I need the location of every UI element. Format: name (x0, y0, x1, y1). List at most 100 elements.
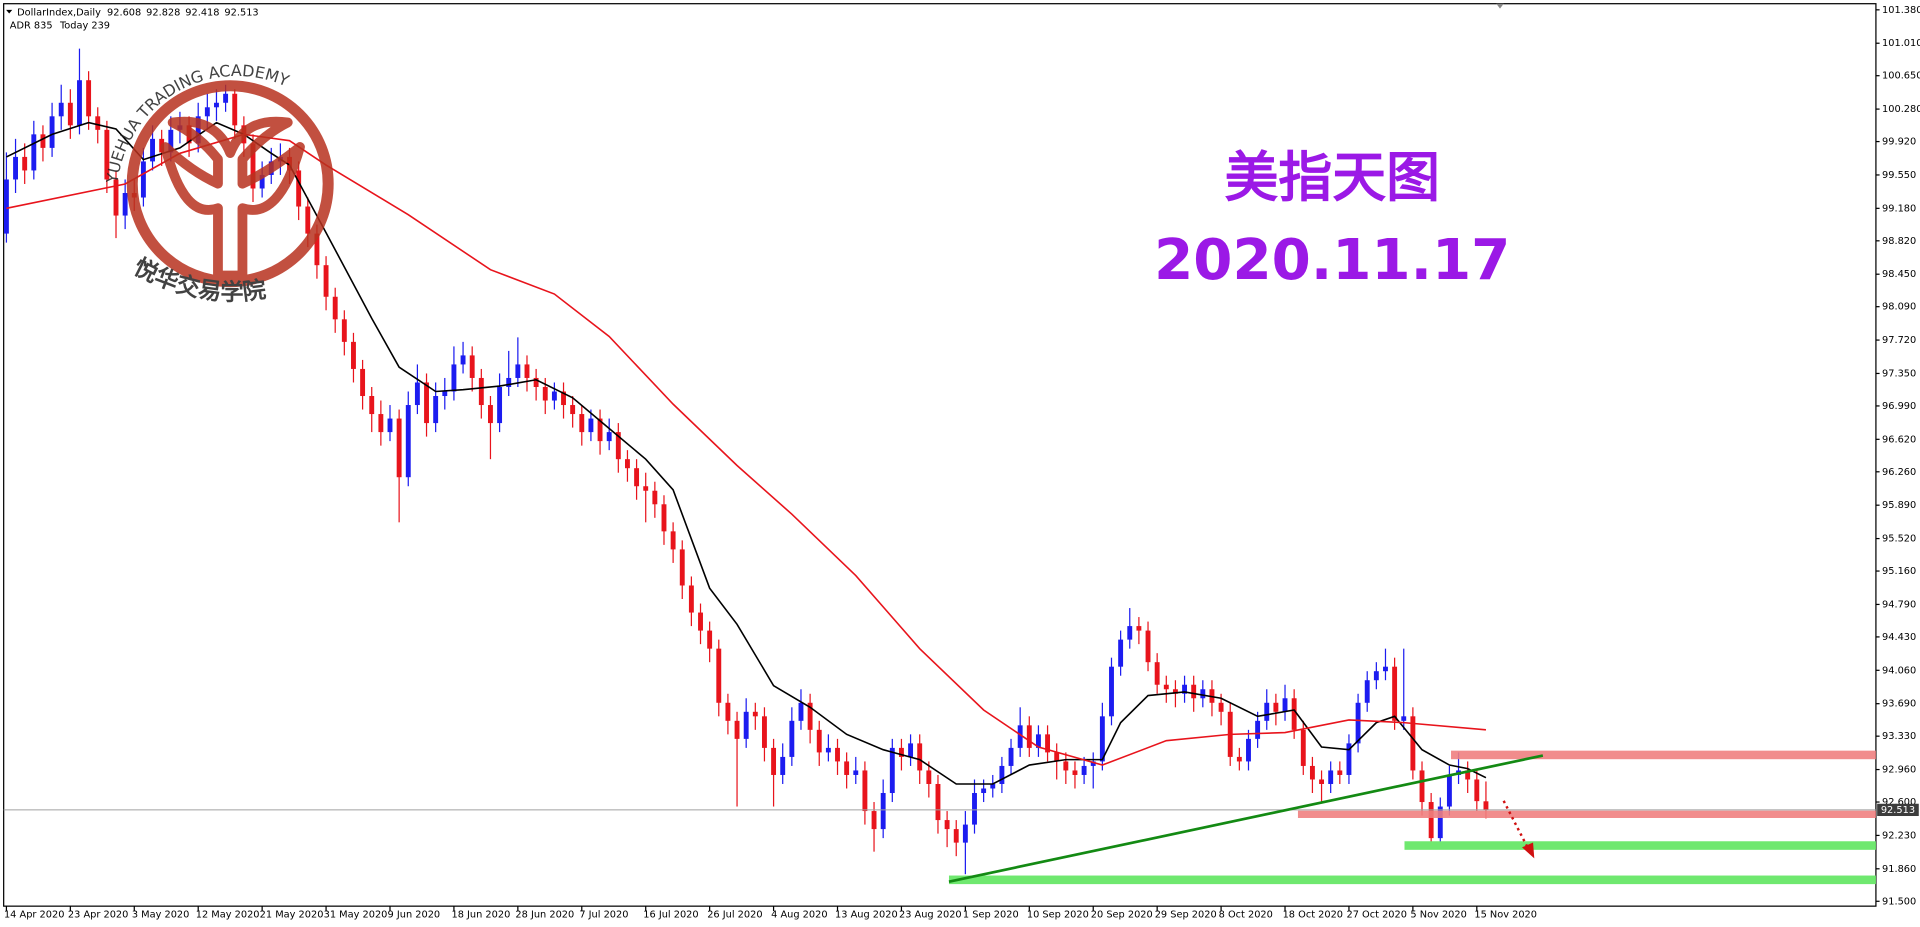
candle-body (488, 405, 493, 424)
candle-body (1090, 761, 1096, 766)
candle-body (771, 747, 777, 775)
resistance-zone (1297, 810, 1876, 818)
open-value: 92.608 (107, 7, 141, 18)
candle-body (497, 386, 503, 424)
candle-body (1099, 716, 1105, 762)
candle-body (232, 93, 238, 126)
candle-body (698, 612, 703, 631)
candle-body (1465, 770, 1471, 780)
candle-body (542, 386, 548, 401)
shift-marker (1496, 3, 1504, 9)
trend-line (948, 754, 1544, 883)
y-tick-label: 96.260 (1882, 467, 1916, 478)
y-tick-label: 91.860 (1882, 864, 1916, 875)
candle-body (424, 382, 429, 424)
price-label-box (1877, 803, 1919, 817)
x-tick-label: 5 Nov 2020 (1410, 910, 1466, 921)
candle-body (1191, 684, 1197, 699)
y-tick-label: 97.720 (1882, 335, 1916, 346)
candle-body (725, 702, 731, 721)
x-tick-label: 13 Aug 2020 (835, 910, 898, 921)
candle-body (835, 747, 840, 762)
candle-body (533, 377, 539, 387)
header-arrow (6, 9, 13, 14)
x-tick-label: 1 Sep 2020 (963, 910, 1019, 921)
candle-body (1355, 702, 1361, 744)
candle-body (780, 756, 786, 775)
candle-body (113, 179, 119, 216)
candle-body (1118, 639, 1124, 667)
candle-body (49, 116, 55, 148)
y-tick-label: 100.280 (1882, 104, 1920, 115)
candle-body (752, 711, 758, 717)
x-tick-label: 15 Nov 2020 (1474, 910, 1537, 921)
moving-average (6, 121, 1487, 785)
x-tick-label: 3 May 2020 (132, 910, 190, 921)
candle-body (478, 377, 484, 406)
y-tick-label: 92.600 (1882, 797, 1916, 808)
candle-body (95, 116, 101, 130)
candle-body (1172, 689, 1178, 694)
candle-body (606, 432, 612, 442)
candle-body (1026, 725, 1032, 748)
candle-body (1328, 770, 1334, 784)
candle-body (981, 788, 987, 794)
y-tick-label: 98.820 (1882, 236, 1916, 247)
candle-body (1300, 729, 1306, 766)
candle-body (67, 102, 73, 126)
candle-body (341, 319, 347, 342)
candle-body (935, 783, 941, 821)
candle-body (22, 156, 28, 171)
candle-body (1246, 738, 1251, 762)
candle-body (1081, 765, 1087, 775)
candle-body (140, 161, 146, 198)
candle-body (86, 80, 92, 117)
y-tick-label: 92.230 (1882, 830, 1916, 841)
candle-body (469, 355, 475, 378)
candle-body (1364, 680, 1370, 703)
candle-body (1273, 702, 1279, 712)
logo-emblem (160, 116, 305, 281)
candle-body (223, 93, 229, 103)
candle-body (1236, 756, 1242, 762)
x-tick-label: 10 Sep 2020 (1027, 910, 1089, 921)
x-tick-label: 26 Jul 2020 (707, 910, 762, 921)
candle-body (414, 382, 420, 406)
candle-body (40, 134, 46, 148)
candle-body (314, 233, 320, 266)
candle-body (1182, 684, 1188, 694)
low-value: 92.418 (185, 7, 219, 18)
y-tick-label: 101.380 (1882, 5, 1920, 16)
candle-body (871, 811, 877, 830)
x-tick-label: 18 Jun 2020 (451, 910, 510, 921)
resistance-zone (1451, 750, 1876, 760)
support-zone (1404, 841, 1876, 850)
plot-frame (3, 3, 1877, 907)
x-tick-label: 29 Sep 2020 (1155, 910, 1217, 921)
x-tick-label: 20 Sep 2020 (1091, 910, 1153, 921)
candle-body (898, 747, 904, 757)
candle-body (1154, 662, 1160, 685)
x-tick-label: 4 Aug 2020 (771, 910, 827, 921)
x-tick-label: 31 May 2020 (324, 910, 388, 921)
candle-body (551, 391, 557, 401)
candle-body (524, 364, 530, 378)
candle-body (396, 418, 402, 478)
candle-body (360, 368, 366, 397)
candle-body (1437, 806, 1443, 839)
candle-body (1054, 752, 1060, 762)
candle-body (652, 490, 658, 505)
candle-body (369, 396, 375, 415)
candle-body (1072, 770, 1078, 775)
y-tick-label: 94.790 (1882, 599, 1916, 610)
high-value: 92.828 (146, 7, 180, 18)
y-tick-label: 94.430 (1882, 632, 1916, 643)
candle-body (1109, 666, 1114, 717)
y-tick-label: 94.060 (1882, 665, 1916, 676)
x-tick-label: 27 Oct 2020 (1347, 910, 1407, 921)
candle-body (13, 156, 18, 180)
x-tick-label: 28 Jun 2020 (515, 910, 574, 921)
x-tick-label: 16 Jul 2020 (643, 910, 698, 921)
candle-body (433, 396, 439, 424)
